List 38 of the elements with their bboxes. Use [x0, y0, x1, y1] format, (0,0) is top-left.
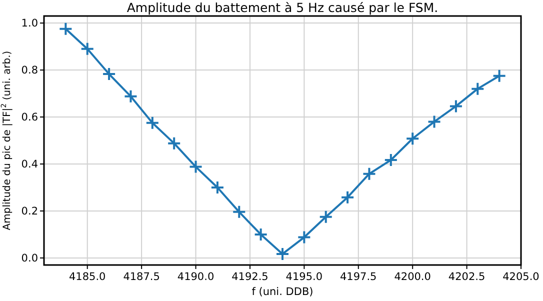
x-tick-label: 4195.0 [286, 271, 323, 283]
point [58, 22, 73, 36]
x-tick-label: 4200.0 [394, 271, 431, 283]
point [362, 166, 376, 181]
x-tick-label: 4187.5 [123, 271, 160, 283]
x-tick-label: 4205.0 [502, 271, 540, 283]
point [340, 190, 355, 204]
y-tick-label: 0.6 [21, 112, 38, 124]
y-tick-label: 0.2 [21, 206, 38, 218]
point [254, 227, 268, 242]
chart-title: Amplitude du battement à 5 Hz causé par le FSM. [126, 0, 438, 15]
point [318, 210, 333, 224]
point [384, 152, 398, 167]
point [406, 132, 420, 146]
point [427, 114, 442, 129]
point [276, 246, 290, 261]
x-tick-label: 4190.0 [177, 271, 214, 283]
point [492, 68, 506, 83]
point [80, 42, 94, 56]
x-tick-label: 4197.5 [340, 271, 377, 283]
x-axis-title: f (uni. DDB) [252, 286, 314, 298]
y-tick-label: 0.0 [21, 252, 38, 265]
x-tick-label: 4202.5 [448, 271, 486, 283]
point [297, 230, 312, 244]
point [188, 160, 203, 174]
x-tick-label: 4185.0 [68, 271, 106, 283]
point [448, 99, 463, 114]
point [232, 204, 246, 219]
y-tick-label: 1.0 [21, 18, 38, 30]
point [102, 67, 116, 82]
point [470, 82, 485, 96]
x-tick-label: 4192.5 [232, 271, 268, 283]
y-tick-label: 0.4 [21, 158, 38, 171]
point [210, 180, 224, 194]
point [167, 136, 182, 150]
point [124, 89, 138, 104]
point [145, 116, 160, 130]
y-tick-label: 0.8 [21, 64, 38, 77]
